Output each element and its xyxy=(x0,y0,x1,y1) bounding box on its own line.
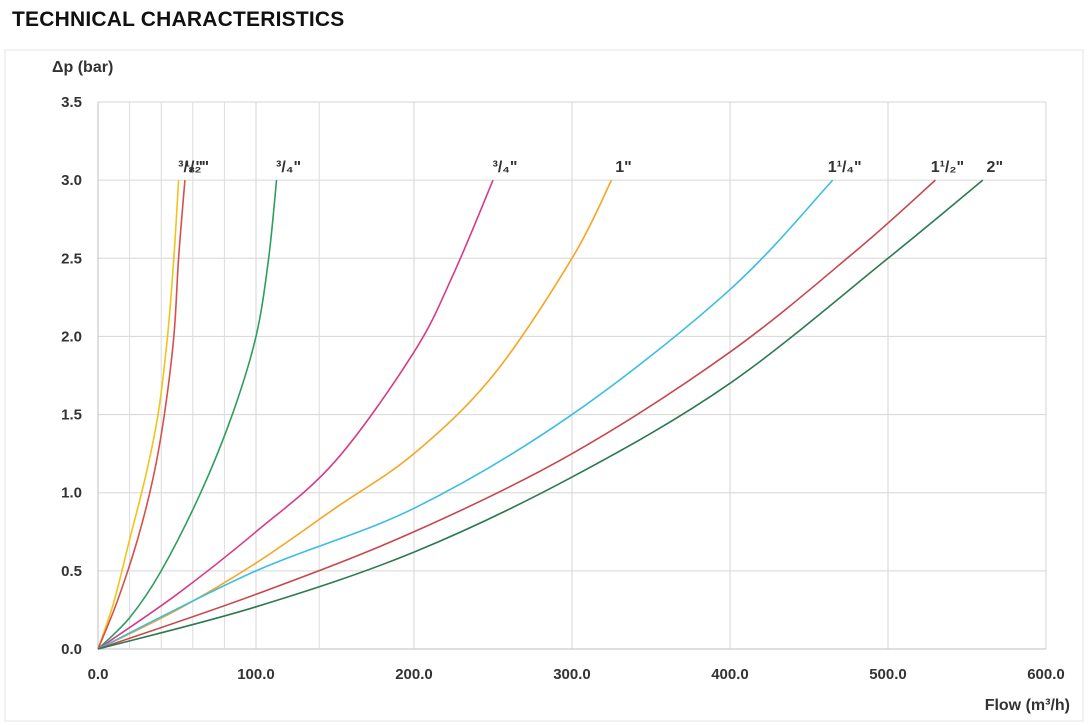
series-label: 2" xyxy=(987,159,1003,176)
series-label: ³/₄" xyxy=(493,159,518,176)
series-label: 1" xyxy=(615,159,631,176)
series-line xyxy=(97,180,278,650)
y-tick-label: 1.5 xyxy=(61,407,82,424)
x-tick-label: 400.0 xyxy=(711,666,749,683)
x-tick-label: 300.0 xyxy=(553,666,591,683)
series-label: ³/₈" xyxy=(178,159,203,176)
chart-frame xyxy=(4,49,1084,722)
series-line xyxy=(97,179,936,650)
x-tick-label: 200.0 xyxy=(395,666,433,683)
y-tick-label: 0.5 xyxy=(61,563,82,580)
y-tick-label: 3.0 xyxy=(61,172,82,189)
series-line xyxy=(97,180,180,650)
series-line xyxy=(97,179,984,650)
tick-labels: 0.0 100.0 200.0 300.0 400.0 500.0 600.0 0.0 0.5 1… xyxy=(61,94,1065,683)
x-tick-label: 0.0 xyxy=(88,666,109,683)
series-label: 1¹/₂" xyxy=(931,159,964,176)
series-line xyxy=(97,179,494,650)
curve-labels: ³/₈"¹/₂" ³/₄" ³/₄" 1" 1¹/₄" 1¹/₂" 2" xyxy=(178,159,1003,176)
series-label: ³/₄" xyxy=(276,159,301,176)
y-tick-label: 2.5 xyxy=(61,250,82,267)
chart-title: TECHNICAL CHARACTERISTICS xyxy=(12,8,345,31)
series-line xyxy=(97,180,186,650)
series-label: 1¹/₄" xyxy=(828,159,862,176)
x-tick-label: 600.0 xyxy=(1027,666,1065,683)
y-tick-label: 2.0 xyxy=(61,328,82,345)
y-axis-label: Δp (bar) xyxy=(52,59,113,76)
y-tick-label: 0.0 xyxy=(61,641,82,658)
x-tick-label: 500.0 xyxy=(869,666,907,683)
curves xyxy=(97,179,984,650)
series-line xyxy=(97,179,834,650)
grid xyxy=(97,101,1047,650)
y-tick-label: 1.0 xyxy=(61,485,82,502)
x-axis-label: Flow (m³/h) xyxy=(985,697,1070,714)
minor-grid xyxy=(129,102,320,649)
series-label: ¹/₂" xyxy=(185,159,209,176)
x-tick-label: 100.0 xyxy=(237,666,275,683)
y-tick-label: 3.5 xyxy=(61,94,82,111)
